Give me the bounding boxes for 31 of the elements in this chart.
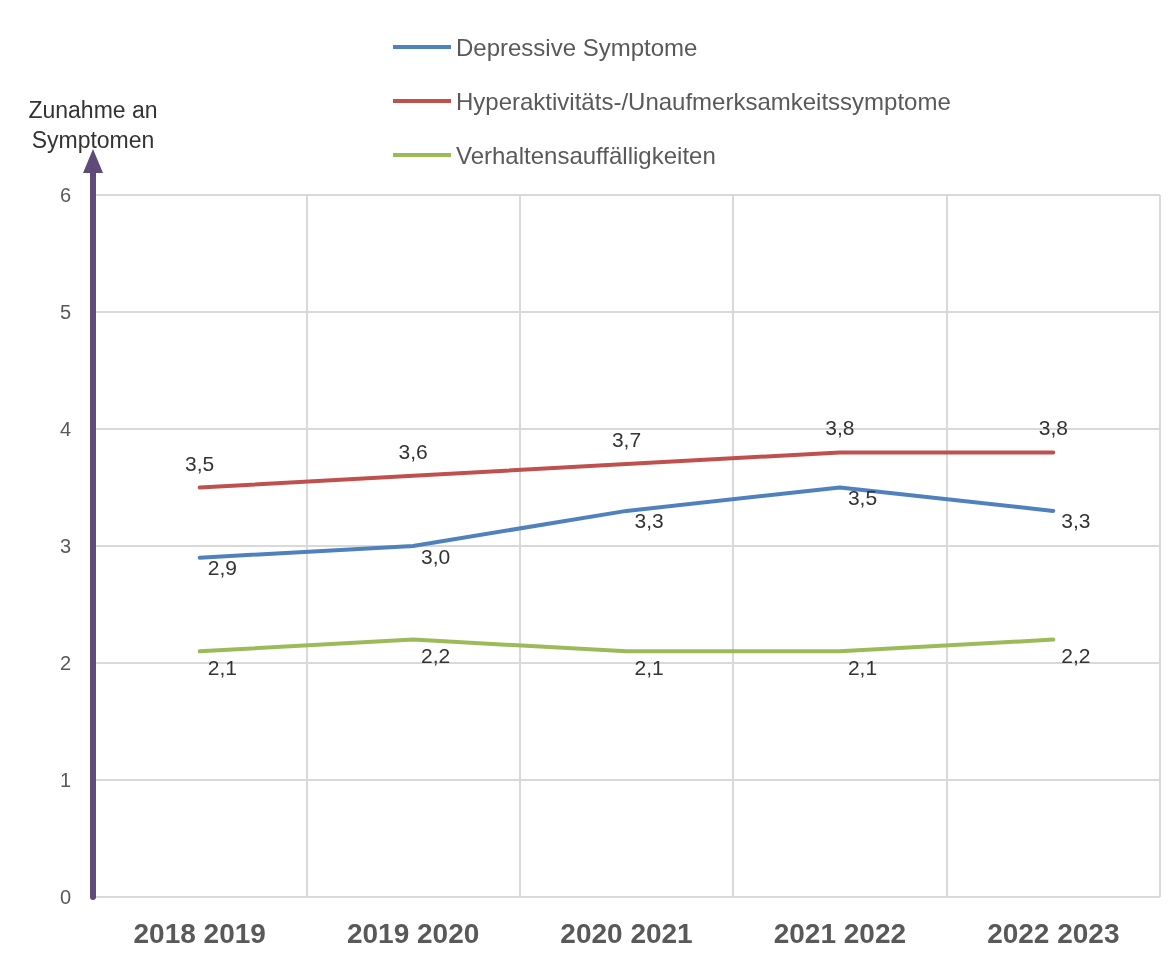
x-tick-label: 2021 2022 <box>773 917 907 949</box>
x-tick-label: 2018 2019 <box>133 917 266 949</box>
legend-label: Verhaltensauffälligkeiten <box>456 141 716 169</box>
data-label: 2,2 <box>421 644 451 668</box>
data-label: 3,5 <box>847 486 878 509</box>
y-tick-label: 4 <box>59 418 71 440</box>
data-label: 3,7 <box>611 428 642 452</box>
data-label: 2,9 <box>207 556 237 580</box>
data-label: 3,6 <box>398 439 428 463</box>
data-label: 3,8 <box>825 416 855 440</box>
data-label: 3,5 <box>185 451 215 475</box>
y-tick-label: 1 <box>59 769 71 791</box>
y-tick-label: 5 <box>59 301 71 323</box>
data-label: 3,3 <box>634 509 664 533</box>
legend-label: Hyperaktivitäts-/Unaufmerksamkeitssymptome <box>456 87 951 115</box>
x-tick-label: 2020 2021 <box>560 917 693 949</box>
data-label: 2,1 <box>847 655 878 679</box>
y-axis-title: Zunahme an Symptomen <box>28 97 158 153</box>
data-label: 3,3 <box>1061 509 1091 533</box>
x-tick-label: 2022 2023 <box>987 917 1120 949</box>
data-label: 2,2 <box>1061 644 1091 668</box>
x-tick-label: 2019 2020 <box>346 917 480 949</box>
y-tick-label: 3 <box>59 535 71 557</box>
y-tick-label: 2 <box>59 652 71 674</box>
data-label: 2,1 <box>634 655 664 679</box>
legend-label: Depressive Symptome <box>456 33 698 61</box>
data-label: 2,1 <box>207 655 237 679</box>
y-tick-label: 0 <box>59 886 71 908</box>
data-label: 3,0 <box>421 544 451 568</box>
data-label: 3,8 <box>1038 416 1068 440</box>
y-tick-label: 6 <box>59 184 71 206</box>
